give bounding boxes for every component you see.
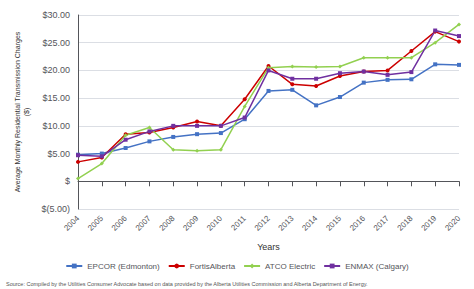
svg-text:EPCOR (Edmonton): EPCOR (Edmonton) <box>87 262 160 271</box>
svg-text:2013: 2013 <box>277 213 296 232</box>
svg-text:2014: 2014 <box>300 213 319 232</box>
svg-text:Source: Compiled by the Utilit: Source: Compiled by the Utilities Consum… <box>6 281 368 287</box>
svg-text:2017: 2017 <box>372 213 391 232</box>
svg-text:2012: 2012 <box>253 213 272 232</box>
svg-text:$15.00: $15.00 <box>42 93 70 103</box>
svg-text:$: $ <box>65 176 70 186</box>
svg-text:2004: 2004 <box>62 213 81 232</box>
svg-text:2006: 2006 <box>110 213 129 232</box>
svg-text:$10.00: $10.00 <box>42 121 70 131</box>
svg-text:Years: Years <box>257 242 280 252</box>
svg-text:2011: 2011 <box>229 213 248 232</box>
svg-text:$20.00: $20.00 <box>42 65 70 75</box>
svg-text:ATCO Electric: ATCO Electric <box>265 262 315 271</box>
svg-text:2016: 2016 <box>348 213 367 232</box>
svg-text:$30.00: $30.00 <box>42 10 70 20</box>
svg-text:2015: 2015 <box>324 213 343 232</box>
svg-text:$(5.00): $(5.00) <box>41 204 70 214</box>
svg-text:$25.00: $25.00 <box>42 38 70 48</box>
svg-text:2020: 2020 <box>443 213 462 232</box>
svg-text:Average Monthly Residential Tr: Average Monthly Residential Transmission… <box>14 31 22 192</box>
svg-text:2019: 2019 <box>419 213 438 232</box>
svg-text:ENMAX (Calgary): ENMAX (Calgary) <box>345 262 409 271</box>
svg-text:2007: 2007 <box>134 213 153 232</box>
svg-text:FortisAlberta: FortisAlberta <box>190 262 236 271</box>
svg-text:2010: 2010 <box>205 213 224 232</box>
svg-text:2018: 2018 <box>396 213 415 232</box>
svg-text:2008: 2008 <box>158 213 177 232</box>
svg-text:$5.00: $5.00 <box>47 149 70 159</box>
svg-text:2005: 2005 <box>86 213 105 232</box>
svg-text:($): ($) <box>23 108 31 117</box>
svg-text:2009: 2009 <box>181 213 200 232</box>
